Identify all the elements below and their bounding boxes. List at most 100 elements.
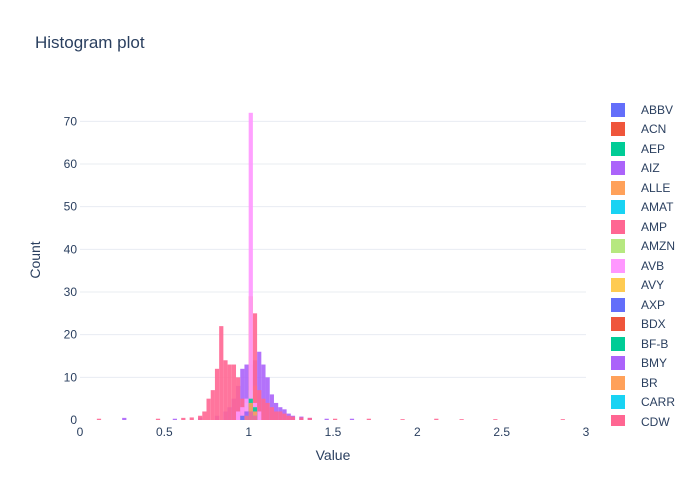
legend-label: AMP bbox=[641, 219, 668, 234]
legend-label: BF-B bbox=[641, 336, 669, 351]
legend-item-amzn[interactable]: AMZN bbox=[604, 237, 700, 257]
histogram-bar-avb bbox=[240, 407, 245, 420]
legend-item-aiz[interactable]: AIZ bbox=[604, 159, 700, 179]
histogram-bar-amp bbox=[493, 419, 498, 420]
legend-item-br[interactable]: BR bbox=[604, 373, 700, 393]
legend-item-acn[interactable]: ACN bbox=[604, 120, 700, 140]
legend-label: ALLE bbox=[641, 180, 671, 195]
x-axis-ticks: 0 0.5 1 1.5 2 2.5 3 bbox=[77, 425, 590, 439]
legend-label: BMY bbox=[641, 356, 668, 371]
histogram-bar-amp bbox=[299, 417, 304, 420]
legend-item-avb[interactable]: AVB bbox=[604, 256, 700, 276]
histogram-bar-amp bbox=[236, 377, 241, 420]
y-axis-ticks: 0 10 20 30 40 50 60 70 bbox=[64, 114, 78, 427]
histogram-bar-aiz bbox=[265, 377, 270, 420]
histogram-bar-aiz bbox=[244, 364, 249, 420]
legend-swatch bbox=[611, 161, 625, 176]
histogram-bar-amp bbox=[189, 417, 194, 420]
histogram-bar-amp bbox=[210, 390, 215, 420]
y-tick-label: 10 bbox=[64, 370, 78, 384]
legend-swatch bbox=[611, 375, 625, 390]
histogram-bar-amp bbox=[290, 416, 296, 420]
legend-label: AIZ bbox=[641, 161, 660, 176]
legend-label: ABBV bbox=[641, 102, 674, 117]
histogram-bar-amp bbox=[307, 417, 312, 420]
legend-label: AMZN bbox=[641, 239, 675, 254]
legend-item-aep[interactable]: AEP bbox=[604, 139, 700, 159]
legend-item-bf-b[interactable]: BF-B bbox=[604, 334, 700, 354]
histogram-bar-amp bbox=[219, 326, 224, 420]
histogram-bar-amp bbox=[333, 418, 338, 420]
x-tick-label: 2.5 bbox=[493, 425, 510, 439]
x-tick-label: 0 bbox=[77, 425, 84, 439]
legend: ABBV ACN AEP AIZ ALLE AMAT AMP AMZN AVB AVY AXP BDX… bbox=[604, 100, 700, 426]
legend-label: CARR bbox=[641, 395, 676, 410]
y-tick-label: 0 bbox=[70, 413, 77, 427]
histogram-bar-aiz bbox=[257, 351, 262, 420]
legend-label: AEP bbox=[641, 141, 666, 156]
histogram-bar-cdw bbox=[252, 415, 258, 420]
y-tick-label: 50 bbox=[64, 200, 78, 214]
legend-swatch bbox=[611, 356, 625, 371]
x-tick-label: 3 bbox=[583, 425, 590, 439]
histogram-bar-amp bbox=[265, 402, 270, 420]
legend-swatch bbox=[611, 336, 625, 351]
histogram-bar-amp bbox=[261, 398, 266, 420]
legend-item-avy[interactable]: AVY bbox=[604, 276, 700, 296]
histogram-bar-aiz bbox=[122, 417, 127, 420]
histogram-bar-amp bbox=[252, 313, 258, 420]
histogram-bar-avb bbox=[244, 398, 249, 420]
histogram-bar-avb bbox=[257, 411, 262, 420]
legend-label: BR bbox=[641, 375, 658, 390]
histogram-bar-amp bbox=[257, 390, 262, 420]
legend-swatch bbox=[611, 141, 625, 156]
histogram-bar-cdw bbox=[248, 411, 253, 420]
histogram-bar-amp bbox=[278, 411, 283, 420]
y-tick-label: 60 bbox=[64, 157, 78, 171]
legend-swatch bbox=[611, 219, 625, 234]
histogram-bar-amp bbox=[282, 413, 287, 420]
gridlines bbox=[80, 120, 586, 378]
legend-item-abbv[interactable]: ABBV bbox=[604, 100, 700, 120]
legend-item-alle[interactable]: ALLE bbox=[604, 178, 700, 198]
histogram-bar-amp bbox=[366, 418, 371, 420]
histogram-bar-amp bbox=[202, 411, 207, 420]
legend-item-amp[interactable]: AMP bbox=[604, 217, 700, 237]
histogram-bar-aiz bbox=[261, 364, 266, 420]
legend-label: AXP bbox=[641, 297, 666, 312]
histogram-bar-amp bbox=[206, 398, 211, 420]
legend-item-carr[interactable]: CARR bbox=[604, 393, 700, 413]
legend-swatch bbox=[611, 239, 625, 254]
histogram-bar-amp bbox=[273, 411, 279, 420]
histogram-bar-amp bbox=[155, 418, 161, 420]
y-tick-label: 70 bbox=[64, 114, 78, 128]
histogram-bar-aiz bbox=[349, 418, 355, 420]
legend-swatch bbox=[611, 102, 625, 117]
legend-label: ACN bbox=[641, 122, 667, 137]
y-tick-label: 30 bbox=[64, 285, 78, 299]
x-tick-label: 1.5 bbox=[325, 425, 342, 439]
y-tick-label: 20 bbox=[64, 328, 78, 342]
histogram-bar-amp bbox=[181, 417, 186, 420]
histogram-bar-amp bbox=[96, 418, 102, 420]
legend-label: AVB bbox=[641, 258, 665, 273]
legend-item-bdx[interactable]: BDX bbox=[604, 315, 700, 335]
legend-swatch bbox=[611, 200, 625, 215]
x-axis-label: Value bbox=[316, 447, 351, 463]
histogram-bar-amp bbox=[560, 419, 565, 420]
legend-label: CDW bbox=[641, 414, 670, 426]
histogram-bar-amp bbox=[214, 368, 220, 420]
legend-swatch bbox=[611, 278, 625, 293]
x-tick-label: 0.5 bbox=[156, 425, 173, 439]
legend-item-cdw[interactable]: CDW bbox=[604, 412, 700, 426]
legend-label: BDX bbox=[641, 317, 666, 332]
y-axis-label: Count bbox=[27, 241, 43, 278]
legend-item-bmy[interactable]: BMY bbox=[604, 354, 700, 374]
legend-item-amat[interactable]: AMAT bbox=[604, 198, 700, 218]
legend-label: AVY bbox=[641, 278, 665, 293]
histogram-bar-amp bbox=[231, 364, 237, 420]
legend-label: AMAT bbox=[641, 200, 674, 215]
legend-swatch bbox=[611, 317, 625, 332]
legend-item-axp[interactable]: AXP bbox=[604, 295, 700, 315]
